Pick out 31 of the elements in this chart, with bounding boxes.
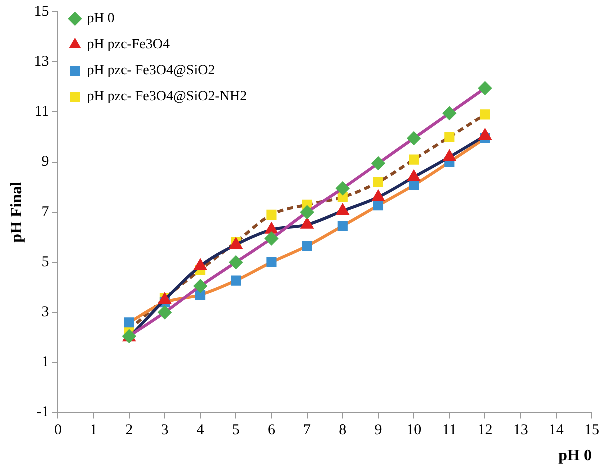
legend-label: pH 0 xyxy=(87,12,115,27)
x-tick-label: 12 xyxy=(478,422,493,439)
x-tick-label: 10 xyxy=(406,422,422,439)
legend-label: pH pzc-Fe3O4 xyxy=(87,38,170,53)
y-tick-label: 9 xyxy=(42,154,50,170)
y-tick-label: 15 xyxy=(34,4,50,20)
y-tick-label: 7 xyxy=(42,204,50,220)
x-tick-label: 11 xyxy=(442,422,457,439)
x-tick-label: 2 xyxy=(126,422,134,439)
y-tick-label: 11 xyxy=(34,104,50,120)
x-tick-label: 15 xyxy=(584,422,600,439)
x-tick-label: 8 xyxy=(339,422,347,439)
x-tick-label: 3 xyxy=(161,422,169,439)
x-tick-label: 4 xyxy=(196,422,205,439)
x-tick-label: 9 xyxy=(374,422,382,439)
y-tick-label: 1 xyxy=(42,354,50,371)
x-tick-label: 1 xyxy=(90,422,98,439)
x-tick-label: 7 xyxy=(304,422,312,439)
y-tick-label: 3 xyxy=(42,304,50,321)
y-tick-label: -1 xyxy=(36,404,50,421)
x-tick-label: 6 xyxy=(268,422,276,439)
x-tick-label: 13 xyxy=(513,422,528,439)
y-tick-label: 13 xyxy=(34,54,50,70)
legend-label: pH pzc- Fe3O4@SiO2-NH2 xyxy=(87,90,248,105)
x-axis-title: pH 0 xyxy=(558,448,592,465)
x-tick-label: 5 xyxy=(232,422,240,439)
legend-label: pH pzc- Fe3O4@SiO2 xyxy=(87,64,216,79)
x-tick-label: 14 xyxy=(548,422,564,439)
y-tick-label: 5 xyxy=(42,254,50,270)
x-tick-label: 0 xyxy=(54,422,62,439)
y-axis-title: pH Final xyxy=(8,181,26,243)
